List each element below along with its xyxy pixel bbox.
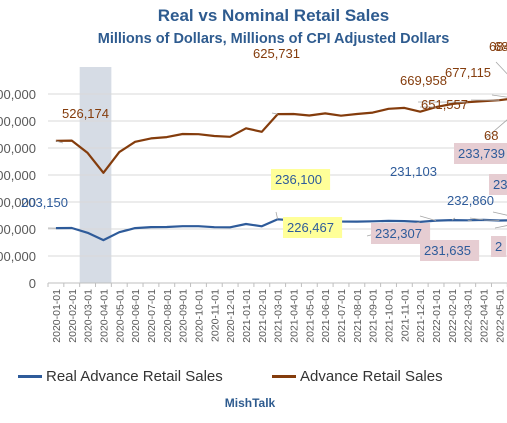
x-tick-label: 2021-06-01 xyxy=(320,289,332,343)
y-tick-label: 00,000 xyxy=(0,168,36,183)
x-tick-label: 2020-04-01 xyxy=(98,289,110,343)
annotation-leader xyxy=(469,217,484,221)
x-tick-label: 2020-07-01 xyxy=(146,289,158,343)
legend-label-nominal: Advance Retail Sales xyxy=(300,368,443,385)
x-tick-label: 2020-12-01 xyxy=(225,289,237,343)
y-tick-label: 00,000 xyxy=(0,249,36,264)
annotation-leader xyxy=(55,140,64,144)
series-line-real xyxy=(55,218,507,242)
x-tick-label: 2020-10-01 xyxy=(193,289,205,343)
credit-text: MishTalk xyxy=(224,396,276,410)
x-tick-label: 2021-04-01 xyxy=(289,289,301,343)
x-tick-label: 2021-12-01 xyxy=(415,289,427,343)
data-label: 677,115 xyxy=(445,65,491,80)
legend-swatch-nominal xyxy=(272,375,296,378)
legend-item-nominal: Advance Retail Sales xyxy=(272,368,443,385)
chart-subtitle: Millions of Dollars, Millions of CPI Adj… xyxy=(97,31,450,47)
data-label: 231,103 xyxy=(390,164,437,179)
annotation-leader xyxy=(419,215,437,221)
annotation-leader xyxy=(271,112,278,115)
y-tick-label: 00,000 xyxy=(0,114,36,129)
x-tick-label: 2021-07-01 xyxy=(336,289,348,343)
x-tick-label: 2020-06-01 xyxy=(130,289,142,343)
annotation-leader xyxy=(467,219,473,222)
x-tick-label: 2022-02-01 xyxy=(447,289,459,343)
x-tick-label: 2022-03-01 xyxy=(463,289,475,343)
annotation-leader xyxy=(485,119,507,139)
callout-box xyxy=(371,223,431,244)
x-tick-label: 2022-01-01 xyxy=(431,289,443,343)
legend-label-real: Real Advance Retail Sales xyxy=(46,368,223,385)
x-tick-label: 2021-05-01 xyxy=(304,289,316,343)
x-tick-label: 2021-08-01 xyxy=(352,289,364,343)
data-label: 669,958 xyxy=(400,73,447,88)
chart-title: Real vs Nominal Retail Sales xyxy=(157,6,390,25)
data-label: 233,739 xyxy=(458,146,505,161)
x-tick-label: 2020-08-01 xyxy=(162,289,174,343)
x-tick-label: 2021-03-01 xyxy=(273,289,285,343)
annotation-leader xyxy=(495,61,507,75)
x-tick-label: 2020-09-01 xyxy=(178,289,190,343)
data-label: 684,084 xyxy=(489,39,507,54)
y-tick-label: 00,000 xyxy=(0,195,36,210)
annotation-leader xyxy=(492,211,507,216)
legend-item-real: Real Advance Retail Sales xyxy=(18,368,223,385)
data-label: 625,731 xyxy=(253,46,300,61)
x-tick-label: 2021-10-01 xyxy=(384,289,396,343)
x-tick-label: 2022-04-01 xyxy=(479,289,491,343)
data-label: 68 xyxy=(494,39,507,54)
data-label: 526,174 xyxy=(62,106,109,121)
callout-box xyxy=(489,174,507,195)
x-tick-label: 2022-05-01 xyxy=(494,289,506,343)
callout-box xyxy=(420,240,480,261)
callout-box xyxy=(454,143,507,164)
annotation-leader xyxy=(494,225,507,229)
data-label: 232,860 xyxy=(447,193,494,208)
x-tick-label: 2021-02-01 xyxy=(257,289,269,343)
data-label: 236,100 xyxy=(275,172,322,187)
data-label: 2 xyxy=(495,239,502,254)
x-tick-label: 2021-01-01 xyxy=(241,289,253,343)
data-label: 226,467 xyxy=(287,220,334,235)
data-label: 231,635 xyxy=(424,243,471,258)
callout-box xyxy=(491,236,507,257)
x-tick-label: 2020-03-01 xyxy=(83,289,95,343)
y-tick-label: 0 xyxy=(29,276,36,291)
x-tick-label: 2021-09-01 xyxy=(368,289,380,343)
y-tick-label: 00,000 xyxy=(0,87,36,102)
data-label: 23 xyxy=(493,177,507,192)
data-label: 203,150 xyxy=(21,195,68,210)
data-label: 651,557 xyxy=(421,97,468,112)
y-tick-label: 00,000 xyxy=(0,222,36,237)
annotation-leader xyxy=(491,94,507,98)
x-tick-label: 2021-11-01 xyxy=(399,289,411,342)
series-line-nominal xyxy=(55,98,507,174)
x-tick-label: 2020-11-01 xyxy=(209,289,221,342)
legend-swatch-real xyxy=(18,375,42,378)
annotation-leader xyxy=(451,217,456,221)
x-tick-label: 2020-05-01 xyxy=(114,289,126,343)
data-label: 232,307 xyxy=(375,226,422,241)
y-tick-label: 00,000 xyxy=(0,141,36,156)
x-tick-label: 2020-01-01 xyxy=(51,289,63,343)
data-label: 68 xyxy=(484,128,498,143)
x-tick-label: 2020-02-01 xyxy=(67,289,79,343)
callout-box xyxy=(271,169,331,190)
callout-box xyxy=(283,217,343,238)
annotation-leader xyxy=(275,211,279,220)
